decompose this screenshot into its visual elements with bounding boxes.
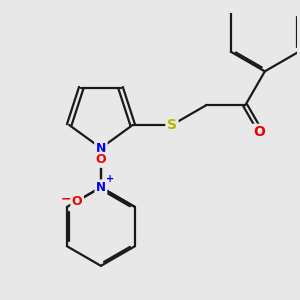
Text: +: + bbox=[106, 174, 114, 184]
Text: N: N bbox=[96, 142, 106, 154]
Text: O: O bbox=[253, 125, 265, 139]
Text: −: − bbox=[61, 193, 71, 206]
Text: N: N bbox=[96, 181, 106, 194]
Text: O: O bbox=[96, 153, 106, 166]
Text: O: O bbox=[72, 195, 83, 208]
Text: S: S bbox=[167, 118, 177, 132]
